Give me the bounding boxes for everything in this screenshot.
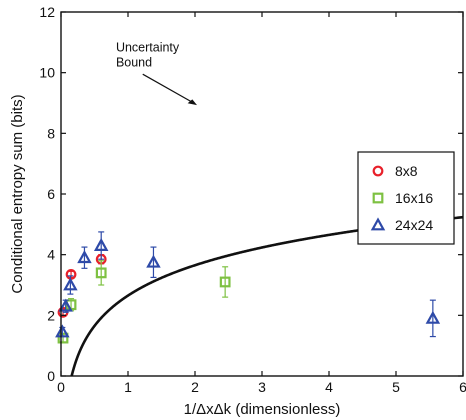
y-tick-label: 0 [47,368,55,384]
legend-label-24x24: 24x24 [395,217,433,233]
y-tick-label: 4 [47,247,55,263]
data-point-24x24-6 [425,310,441,324]
data-point-24x24-1 [58,298,73,312]
legend-marker-16x16 [372,192,384,204]
y-tick-label: 10 [39,65,55,81]
data-point-16x16-0 [57,332,69,344]
data-point-24x24-0 [55,324,70,338]
bound-annotation-arrow [142,73,194,104]
x-tick-label: 6 [459,379,466,395]
x-tick-label: 1 [124,379,132,395]
x-axis-label: 1/ΔxΔk (dimensionless) [184,401,341,418]
legend-marker-8x8 [372,165,384,177]
y-axis-label: Conditional entropy sum (bits) [9,94,26,293]
bound-annotation-arrowhead [187,99,198,106]
x-tick-label: 3 [258,379,266,395]
data-point-24x24-5 [146,254,161,268]
x-tick-label: 4 [325,379,333,395]
data-point-24x24-4 [93,237,109,251]
y-tick-label: 8 [47,125,55,141]
data-point-24x24-3 [77,250,92,264]
plot-layer: Uncertainty Bound [55,40,463,376]
legend-label-8x8: 8x8 [395,163,418,179]
series-24x24 [55,231,441,338]
data-point-16x16-2 [95,267,107,279]
legend-label-16x16: 16x16 [395,190,433,206]
bound-label-line2: Bound [116,56,152,70]
legend: 8x8 16x16 24x24 [357,151,455,245]
x-tick-label: 0 [57,379,65,395]
bound-label-line1: Uncertainty [116,40,180,54]
x-tick-label: 2 [191,379,199,395]
uncertainty-bound-curve [70,215,463,376]
legend-marker-24x24 [370,217,386,231]
x-tick-label: 5 [392,379,400,395]
y-tick-label: 2 [47,307,55,323]
data-point-24x24-2 [63,277,78,291]
data-point-16x16-3 [219,276,231,288]
y-tick-label: 6 [47,186,55,202]
y-tick-label: 12 [39,4,55,20]
